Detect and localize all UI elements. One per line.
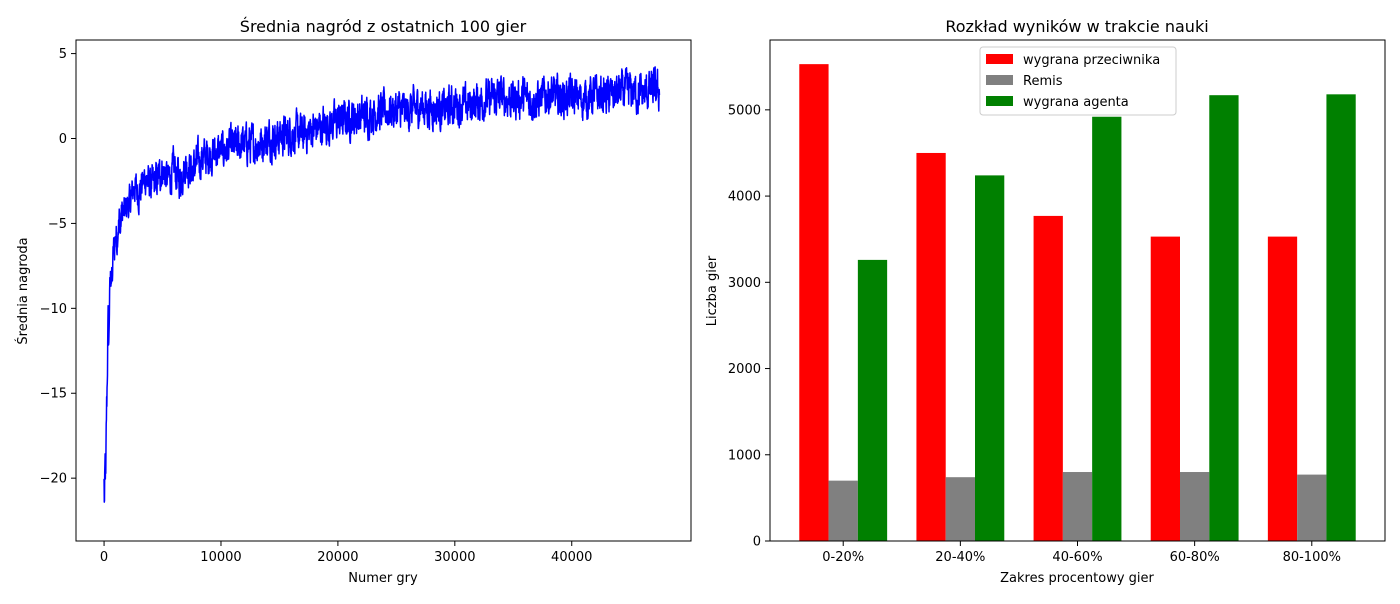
chart1-x-tick-label: 20000 (317, 550, 358, 565)
chart1-y-tick-label: −15 (40, 387, 67, 402)
bar-remis-80-100pct (1297, 474, 1327, 541)
chart1-title: Średnia nagród z ostatnich 100 gier (240, 17, 527, 36)
reward-line-chart: Średnia nagród z ostatnich 100 gier 0 100… (15, 17, 692, 586)
legend-label: wygrana przeciwnika (1023, 53, 1160, 68)
chart1-y-tick-label: −10 (40, 302, 67, 317)
chart2-x-ticks: 0-20% 20-40% 40-60% 60-80% 80-100% (822, 541, 1341, 565)
chart1-axes-frame (75, 39, 692, 542)
chart1-y-tick-label: −20 (40, 472, 67, 487)
chart2-x-tick-label: 0-20% (822, 550, 864, 565)
bar-wygrana-agenta-40-60pct (1092, 116, 1122, 541)
bar-remis-40-60pct (1062, 472, 1093, 541)
legend-swatch (986, 75, 1013, 85)
chart2-x-axis-label: Zakres procentowy gier (1000, 571, 1154, 586)
chart1-y-tick-label: 5 (59, 47, 67, 62)
bar-remis-0-20pct (828, 480, 858, 541)
chart2-x-tick-label: 20-40% (935, 550, 985, 565)
legend-label: Remis (1023, 74, 1063, 89)
chart2-y-axis-label: Liczba gier (705, 255, 720, 326)
chart1-y-ticks: 5 0 −5 −10 −15 −20 (40, 47, 76, 487)
chart2-x-tick-label: 40-60% (1052, 550, 1102, 565)
chart2-y-tick-label: 4000 (728, 190, 761, 205)
chart2-y-tick-label: 1000 (728, 448, 761, 463)
chart2-axes-frame (769, 39, 1386, 542)
chart2-y-tick-label: 5000 (728, 103, 761, 118)
chart2-x-tick-label: 80-100% (1283, 550, 1341, 565)
chart1-x-tick-label: 10000 (200, 550, 241, 565)
chart2-y-tick-label: 2000 (728, 362, 761, 377)
chart1-plot-area (103, 66, 661, 503)
bar-remis-20-40pct (945, 477, 975, 541)
chart1-x-tick-label: 30000 (434, 550, 475, 565)
chart1-x-tick-label: 40000 (551, 550, 592, 565)
chart1-y-axis-label: Średnia nagroda (15, 237, 31, 344)
bar-wygrana-przeciwnika-20-40pct (916, 152, 946, 541)
legend-label: wygrana agenta (1023, 95, 1129, 110)
chart1-x-axis-label: Numer gry (348, 571, 418, 586)
legend-swatch (986, 96, 1013, 106)
chart2-y-tick-label: 0 (753, 535, 761, 550)
chart2-bars (799, 64, 1356, 542)
bar-wygrana-agenta-20-40pct (975, 175, 1005, 542)
chart1-y-tick-label: −5 (48, 217, 67, 232)
chart2-y-tick-label: 3000 (728, 276, 761, 291)
bar-wygrana-agenta-80-100pct (1326, 94, 1356, 541)
bar-wygrana-przeciwnika-0-20pct (799, 64, 829, 541)
chart2-y-ticks: 0 1000 2000 3000 4000 5000 (728, 103, 770, 550)
results-bar-chart: Rozkład wyników w trakcie nauki 0-20% 20-… (705, 17, 1386, 586)
chart1-x-tick-label: 0 (100, 550, 108, 565)
chart2-x-tick-label: 60-80% (1170, 550, 1220, 565)
chart1-y-tick-label: 0 (59, 132, 67, 147)
chart2-legend: wygrana przeciwnika Remis wygrana agenta (979, 46, 1177, 116)
reward-series-line (103, 66, 661, 503)
bar-wygrana-przeciwnika-40-60pct (1033, 215, 1063, 541)
bar-wygrana-przeciwnika-60-80pct (1150, 236, 1180, 542)
legend-box (979, 46, 1177, 116)
legend-swatch (986, 54, 1013, 64)
bar-wygrana-agenta-60-80pct (1209, 95, 1239, 541)
bar-wygrana-przeciwnika-80-100pct (1267, 236, 1298, 542)
bar-wygrana-agenta-0-20pct (857, 259, 888, 541)
bar-remis-60-80pct (1180, 472, 1210, 541)
chart1-x-ticks: 0 10000 20000 30000 40000 (100, 541, 592, 565)
chart2-title: Rozkład wyników w trakcie nauki (945, 17, 1208, 36)
